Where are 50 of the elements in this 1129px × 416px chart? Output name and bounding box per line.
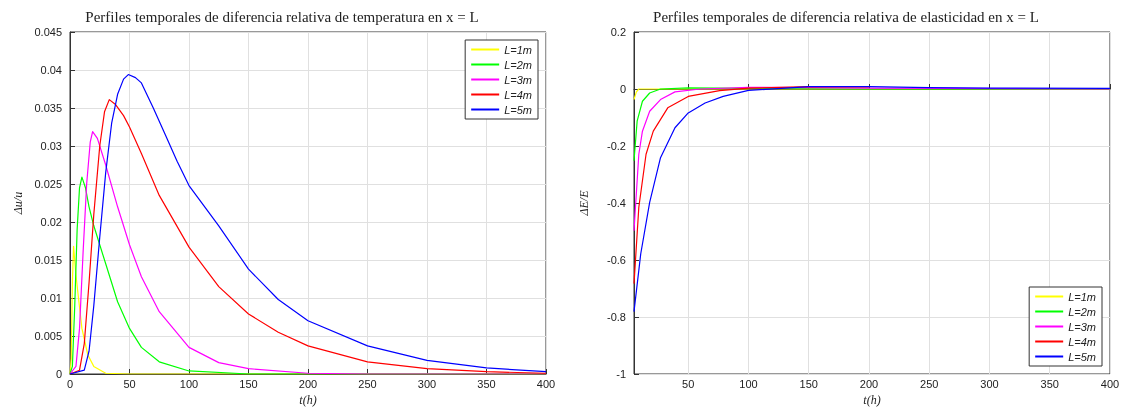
legend-label: L=4m [1068, 335, 1097, 348]
y-tick-label: 0.01 [40, 292, 62, 304]
x-tick-label: 350 [477, 377, 496, 390]
y-tick-label: 0.045 [34, 26, 62, 38]
y-tick-label: -1 [616, 368, 626, 380]
x-axis-title: t(h) [299, 392, 317, 407]
x-tick-label: 100 [739, 377, 758, 390]
legend-label: L=3m [1068, 320, 1097, 333]
x-tick-label: 250 [358, 377, 377, 390]
x-tick-label: 100 [179, 377, 199, 390]
y-tick-label: -0.2 [607, 140, 626, 152]
legend-label: L=5m [504, 103, 533, 116]
x-tick-label: 400 [536, 377, 556, 390]
legend-label: L=2m [504, 58, 533, 71]
y-tick-label: 0 [619, 83, 626, 95]
x-axis-title: t(h) [863, 392, 881, 407]
y-tick-label: 0.2 [610, 26, 626, 38]
x-tick-label: 200 [298, 377, 318, 390]
x-tick-label: 150 [799, 377, 818, 390]
y-tick-label: -0.8 [607, 311, 626, 323]
y-tick-label: 0.005 [34, 330, 62, 342]
y-tick-label: 0 [55, 368, 62, 380]
x-tick-label: 150 [239, 377, 258, 390]
y-tick-label: 0.015 [34, 254, 62, 266]
legend-label: L=3m [504, 73, 533, 86]
x-tick-label: 50 [682, 377, 695, 390]
chart-title: Perfiles temporales de diferencia relativa de elasticidad en x = L [653, 8, 1039, 25]
legend-label: L=1m [504, 43, 533, 56]
legend-label: L=1m [1068, 290, 1097, 303]
legend-label: L=5m [1068, 350, 1097, 363]
y-tick-label: -0.6 [607, 254, 626, 266]
legend-label: L=4m [504, 88, 533, 101]
y-tick-label: 0.02 [40, 216, 62, 228]
y-tick-label: 0.04 [40, 64, 62, 76]
chart-title: Perfiles temporales de diferencia relativa de temperatura en x = L [85, 8, 479, 25]
x-tick-label: 50 [123, 377, 136, 390]
x-tick-label: 300 [417, 377, 437, 390]
y-axis-title: ΔE/E [577, 189, 591, 217]
x-tick-label: 250 [920, 377, 939, 390]
y-tick-label: -0.4 [607, 197, 626, 209]
y-tick-label: 0.025 [34, 178, 62, 190]
y-axis-title: Δu/u [10, 191, 25, 216]
x-tick-label: 300 [980, 377, 999, 390]
x-tick-label: 400 [1100, 377, 1120, 390]
legend-label: L=2m [1068, 305, 1097, 318]
x-tick-label: 200 [859, 377, 879, 390]
y-tick-label: 0.03 [40, 140, 62, 152]
x-tick-label: 0 [66, 377, 74, 390]
y-tick-label: 0.035 [34, 102, 62, 114]
x-tick-label: 350 [1040, 377, 1059, 390]
